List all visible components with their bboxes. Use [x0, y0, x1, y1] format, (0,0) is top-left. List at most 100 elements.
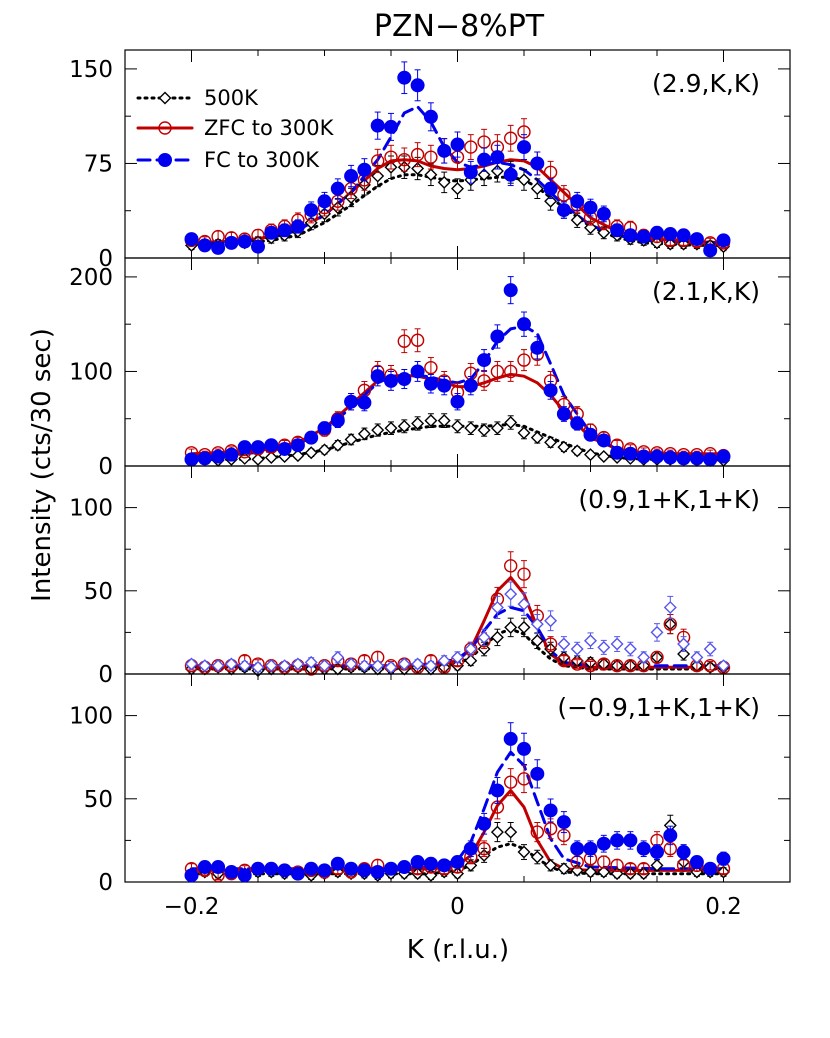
- data-point: [570, 444, 584, 458]
- y-tick-label: 100: [69, 704, 113, 730]
- data-point: [384, 861, 398, 876]
- data-point: [703, 861, 718, 876]
- panel-label: (2.9,K,K): [652, 69, 760, 98]
- data-point: [517, 597, 531, 611]
- data-point: [451, 182, 464, 196]
- data-point: [530, 825, 544, 839]
- data-point: [650, 625, 664, 639]
- data-point: [277, 223, 292, 238]
- data-point: [450, 137, 465, 152]
- data-point: [676, 451, 691, 466]
- data-point: [197, 238, 212, 253]
- data-point: [504, 131, 518, 145]
- data-point: [397, 152, 411, 167]
- data-point: [530, 182, 544, 196]
- data-point: [184, 868, 199, 883]
- data-point: [530, 634, 544, 648]
- data-point: [251, 660, 265, 674]
- series-fc-to-300k: [184, 276, 731, 467]
- data-point: [690, 650, 704, 664]
- data-point: [689, 855, 704, 870]
- data-point: [410, 333, 425, 347]
- data-point: [517, 140, 531, 155]
- data-point: [490, 364, 505, 379]
- data-point: [477, 842, 491, 856]
- data-point: [184, 452, 199, 467]
- data-point: [650, 650, 664, 665]
- data-point: [330, 856, 345, 871]
- data-point: [410, 364, 425, 379]
- data-point: [477, 152, 492, 167]
- series-fc-to-300k: [185, 581, 730, 674]
- data-point: [623, 658, 638, 673]
- data-point: [504, 587, 518, 601]
- data-point: [490, 150, 505, 165]
- data-point: [331, 650, 345, 664]
- data-point: [224, 865, 239, 880]
- data-point: [197, 860, 212, 875]
- data-point: [530, 156, 545, 171]
- data-point: [543, 637, 558, 651]
- data-point: [464, 642, 478, 656]
- y-tick-label: 100: [69, 359, 113, 385]
- data-point: [424, 360, 438, 375]
- data-point: [423, 109, 438, 124]
- data-point: [384, 660, 398, 674]
- data-point: [503, 731, 518, 746]
- data-point: [318, 659, 331, 673]
- data-point: [238, 659, 252, 673]
- data-point: [676, 228, 691, 243]
- data-point: [543, 165, 558, 179]
- data-point: [677, 637, 691, 651]
- data-point: [397, 70, 412, 85]
- data-point: [584, 865, 597, 879]
- data-point: [357, 863, 372, 878]
- data-point: [584, 448, 597, 462]
- data-point: [689, 232, 704, 247]
- data-point: [384, 119, 398, 134]
- x-tick-label: 0.2: [705, 894, 742, 920]
- data-point: [557, 637, 571, 651]
- data-point: [304, 430, 319, 445]
- y-axis-label: Intensity (cts/30 sec): [27, 328, 57, 602]
- data-point: [317, 194, 332, 209]
- data-point: [517, 772, 531, 786]
- data-point: [636, 229, 651, 244]
- data-point: [556, 407, 571, 421]
- data-point: [290, 438, 305, 453]
- panel-3: 0 50 100 (0.9,1+K,1+K): [69, 465, 791, 688]
- panel-2: 0 100 200 (2.1,K,K): [69, 257, 791, 480]
- data-point: [570, 657, 584, 671]
- data-point: [517, 741, 531, 756]
- data-point: [490, 164, 504, 178]
- data-point: [597, 450, 611, 464]
- data-point: [517, 620, 531, 634]
- data-point: [423, 376, 438, 391]
- data-point: [371, 169, 385, 183]
- data-point: [451, 650, 464, 664]
- legend: 500K ZFC to 300K FC to 300K: [136, 86, 335, 172]
- data-point: [663, 600, 677, 614]
- data-point: [411, 416, 425, 430]
- data-point: [397, 860, 412, 875]
- data-point: [437, 654, 451, 668]
- legend-marker: [158, 121, 172, 135]
- data-point: [490, 421, 504, 435]
- data-point: [663, 227, 678, 242]
- data-point: [503, 167, 518, 182]
- data-point: [517, 317, 531, 332]
- data-point: [557, 862, 571, 876]
- data-point: [490, 783, 505, 798]
- data-point: [676, 845, 691, 860]
- data-point: [650, 449, 664, 464]
- data-point: [197, 451, 212, 466]
- data-point: [557, 653, 571, 668]
- data-point: [304, 203, 319, 218]
- data-point: [411, 162, 425, 175]
- data-point: [410, 855, 425, 870]
- data-point: [344, 657, 358, 671]
- data-point: [703, 243, 718, 258]
- data-point: [556, 815, 571, 830]
- data-point: [716, 449, 731, 464]
- data-point: [530, 340, 545, 355]
